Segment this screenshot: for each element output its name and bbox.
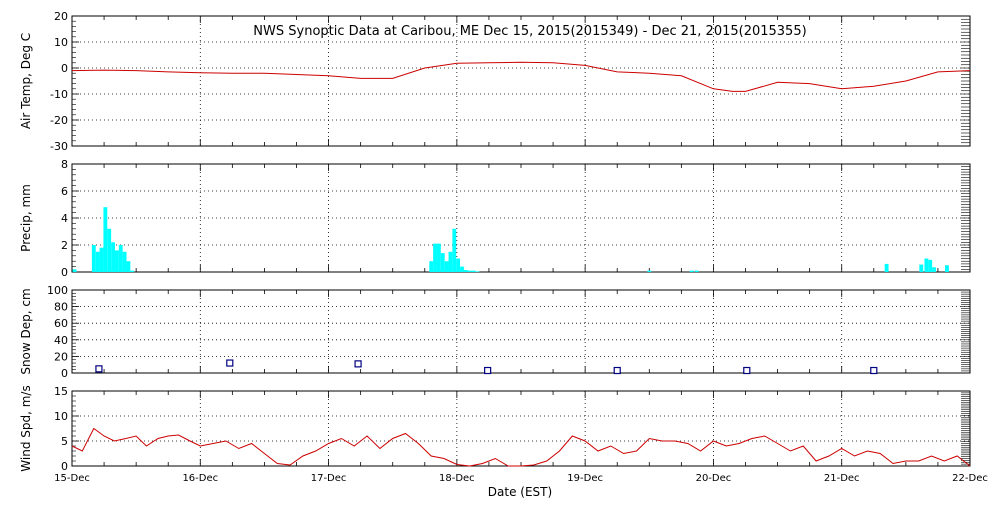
panel-2-precip-bar	[884, 263, 889, 272]
x-tick-label: 19-Dec	[567, 473, 603, 484]
panel-2-y-tick-label: 2	[61, 239, 68, 252]
panel-3-frame	[71, 289, 971, 374]
panel-2-precip-bar	[475, 271, 480, 272]
panel-2-precip-bar	[456, 258, 461, 272]
panel-2-precip-bar	[103, 207, 108, 272]
panel-1-y-tick-label: 0	[61, 62, 68, 75]
panel-4-y-tick-label: 5	[61, 435, 68, 448]
panel-2-precip-bar	[944, 265, 949, 272]
x-tick-label: 18-Dec	[439, 473, 475, 484]
panel-2-precip-bar	[694, 270, 699, 272]
panel-2-precip-bar	[460, 266, 464, 272]
panel-2-precip-bar	[130, 270, 135, 272]
panel-2-y-tick-label: 8	[61, 158, 68, 171]
x-tick-label: 16-Dec	[182, 473, 218, 484]
panel-2-precip-bar	[928, 259, 933, 272]
panel-3-snow-point	[743, 366, 751, 375]
panel-2-precip-bar	[429, 261, 434, 272]
panel-1-y-tick-label: -20	[50, 114, 68, 127]
panel-2-y-tick-label: 0	[61, 266, 68, 279]
x-tick-label: 15-Dec	[54, 473, 90, 484]
panel-1-y-tick-label: 20	[54, 10, 68, 23]
panel-2-precip-bar	[932, 267, 937, 272]
panel-2-precip-bar	[95, 251, 100, 272]
panel-2-precip-bar	[436, 243, 441, 272]
panel-3-snow-point	[613, 366, 621, 375]
panel-2-precip-bar	[689, 270, 694, 272]
panel-2-precip-bar	[919, 264, 924, 272]
panel-2-precip-bar	[126, 261, 131, 272]
panel-2-precip-bar	[467, 270, 472, 272]
panel-2-precip-bar	[448, 251, 453, 272]
panel-2-precip-bar	[118, 245, 123, 272]
panel-2-precip-bar	[471, 270, 476, 272]
panel-3-y-axis-label: Snow Dep, cm	[19, 288, 33, 374]
panel-3-y-tick-label: 100	[47, 284, 68, 297]
panel-2-precip-bar	[122, 251, 127, 272]
x-tick-label: 21-Dec	[824, 473, 860, 484]
panel-3-snow-point	[95, 365, 103, 373]
x-tick-label: 17-Dec	[311, 473, 347, 484]
panel-3-snow-point	[354, 360, 362, 368]
panel-1-y-axis-label: Air Temp, Deg C	[19, 33, 33, 129]
panel-2-precip-bar	[440, 253, 445, 272]
panel-2-precip-bar	[463, 269, 468, 272]
panel-3-y-tick-label: 60	[54, 317, 68, 330]
panel-2-y-tick-label: 6	[61, 185, 68, 198]
x-tick-label: 22-Dec	[952, 473, 988, 484]
panel-2-precip-bar	[111, 242, 115, 272]
panel-2-y-tick-label: 4	[61, 212, 68, 225]
panel-2-precip-bar	[433, 243, 437, 272]
panel-3-y-tick-label: 80	[54, 301, 68, 314]
x-axis-label: Date (EST)	[488, 485, 552, 499]
chart-title: NWS Synoptic Data at Caribou, ME Dec 15,…	[253, 24, 806, 39]
panel-3-y-tick-label: 0	[61, 367, 68, 380]
panel-4-y-tick-label: 0	[61, 460, 68, 473]
panel-1-y-tick-label: -30	[50, 140, 68, 153]
panel-1-y-tick-label: 10	[54, 36, 68, 49]
panel-2-precip-bar	[99, 247, 104, 272]
panel-3-snow-point	[226, 359, 234, 367]
panel-3-y-tick-label: 40	[54, 334, 68, 347]
panel-1-y-tick-label: -10	[50, 88, 68, 101]
panel-2-precip-bar	[91, 245, 96, 272]
panel-1-series-line	[71, 61, 971, 92]
panel-4-series-line	[71, 427, 971, 467]
panel-2-precip-bar	[647, 270, 652, 272]
panel-2-precip-bar	[72, 269, 77, 272]
panel-3-y-tick-label: 20	[54, 350, 68, 363]
panel-2-precip-bar	[444, 261, 449, 272]
panel-2-precip-bar	[114, 250, 119, 272]
panel-4-y-axis-label: Wind Spd, m/s	[19, 385, 33, 471]
panel-4-y-tick-label: 10	[54, 410, 68, 423]
panel-2-precip-bar	[924, 258, 929, 272]
panel-4-y-tick-label: 15	[54, 385, 68, 398]
panel-3-snow-point	[870, 366, 878, 375]
panel-2-precip-bar	[107, 228, 112, 272]
panel-2-precip-bar	[452, 228, 457, 272]
panel-2-y-axis-label: Precip, mm	[19, 184, 33, 252]
panel-4-frame	[71, 390, 971, 467]
panel-3-snow-point	[484, 366, 492, 375]
x-tick-label: 20-Dec	[696, 473, 732, 484]
